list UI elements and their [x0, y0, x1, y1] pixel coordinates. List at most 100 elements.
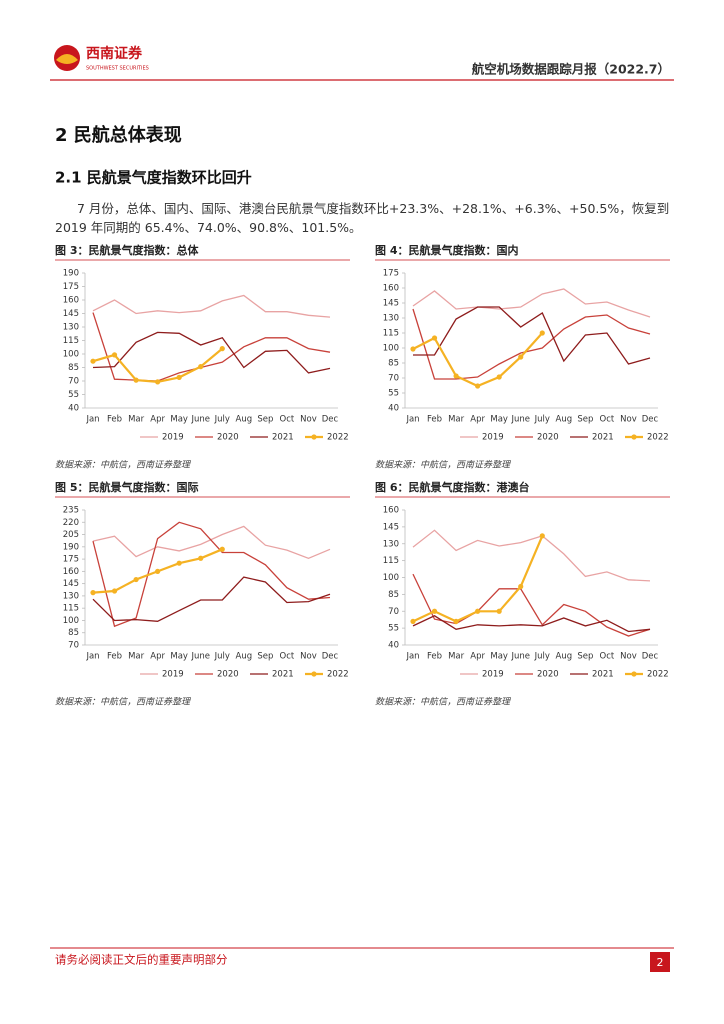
legend-label: 2022: [647, 670, 669, 680]
data-point: [431, 335, 438, 341]
series-line: [413, 306, 651, 365]
section-title: 2 民航总体表现: [55, 124, 182, 146]
y-tick-label: 40: [68, 404, 79, 414]
chart-title: 图 5：民航景气度指数：国际: [55, 480, 198, 494]
legend-label: 2020: [217, 433, 239, 443]
data-point: [518, 583, 524, 590]
x-tick-label: Sep: [577, 415, 593, 425]
report-title: 航空机场数据跟踪月报（2022.7）: [472, 62, 670, 77]
data-point: [198, 555, 204, 561]
chart-source: 数据来源：中航信，西南证券整理: [375, 697, 512, 708]
y-tick-label: 85: [68, 628, 79, 638]
data-point: [90, 590, 96, 596]
y-tick-label: 100: [63, 616, 79, 626]
legend-marker: [631, 671, 637, 677]
x-tick-label: Aug: [236, 652, 253, 662]
series-line: [92, 576, 331, 622]
legend-marker: [311, 434, 317, 440]
data-point: [539, 330, 545, 336]
data-point: [453, 618, 459, 624]
y-tick-label: 85: [388, 359, 399, 369]
data-point: [90, 358, 96, 364]
x-tick-label: June: [510, 415, 530, 425]
x-tick-label: Mar: [448, 415, 465, 425]
series-line: [412, 535, 544, 623]
data-point: [176, 560, 182, 566]
x-tick-label: Sep: [257, 415, 273, 425]
x-tick-label: Aug: [556, 415, 573, 425]
data-point: [539, 533, 545, 539]
legend-label: 2022: [327, 433, 349, 443]
x-tick-label: Mar: [128, 652, 145, 662]
x-tick-label: Apr: [150, 415, 165, 425]
y-tick-label: 160: [383, 506, 399, 516]
y-tick-label: 190: [63, 269, 79, 279]
x-tick-label: July: [214, 415, 230, 425]
y-tick-label: 160: [383, 284, 399, 294]
y-tick-label: 205: [63, 530, 79, 540]
x-tick-label: Oct: [280, 415, 295, 425]
y-tick-label: 85: [68, 363, 79, 373]
legend-label: 2022: [647, 433, 669, 443]
data-point: [133, 576, 139, 583]
x-tick-label: Apr: [470, 415, 485, 425]
y-tick-label: 160: [63, 567, 79, 577]
legend-label: 2021: [592, 670, 614, 680]
y-tick-label: 145: [63, 579, 79, 589]
data-point: [219, 546, 225, 552]
x-tick-label: Feb: [107, 652, 122, 662]
x-tick-label: July: [534, 652, 550, 662]
chart: 图 6：民航景气度指数：港澳台 40 55 70 85 100 115 130 145 160 Ja…: [375, 480, 670, 708]
data-point: [219, 346, 225, 352]
page-number: 2: [657, 956, 664, 969]
y-tick-label: 175: [63, 555, 79, 565]
y-tick-label: 55: [68, 390, 79, 400]
y-tick-label: 70: [388, 374, 399, 384]
x-tick-label: May: [170, 652, 188, 662]
series-line: [412, 615, 651, 633]
y-tick-label: 130: [383, 314, 399, 324]
y-tick-label: 100: [63, 350, 79, 360]
logo-subtext: SOUTHWEST SECURITIES: [86, 66, 149, 72]
y-tick-label: 145: [383, 522, 399, 532]
y-tick-label: 70: [68, 641, 79, 651]
x-tick-label: Dec: [642, 415, 659, 425]
legend-label: 2022: [327, 670, 349, 680]
x-tick-label: Jan: [405, 652, 419, 662]
y-tick-label: 70: [68, 377, 79, 387]
x-tick-label: Nov: [300, 415, 317, 425]
data-point: [133, 377, 139, 383]
legend-marker: [311, 671, 317, 677]
x-tick-label: Mar: [448, 652, 465, 662]
series-line: [412, 308, 651, 380]
x-tick-label: Sep: [257, 652, 273, 662]
series-line: [92, 521, 331, 628]
x-tick-label: Nov: [620, 415, 637, 425]
y-tick-label: 175: [383, 269, 399, 279]
x-tick-label: June: [190, 652, 210, 662]
x-tick-label: July: [534, 415, 550, 425]
legend-label: 2019: [162, 670, 184, 680]
series-line: [412, 529, 651, 582]
x-tick-label: Oct: [280, 652, 295, 662]
y-tick-label: 100: [383, 573, 399, 583]
legend-label: 2021: [272, 670, 294, 680]
x-tick-label: Nov: [620, 652, 637, 662]
x-tick-label: Mar: [128, 415, 145, 425]
legend-label: 2021: [592, 433, 614, 443]
y-tick-label: 175: [63, 282, 79, 292]
series-line: [412, 288, 651, 318]
x-tick-label: Oct: [600, 652, 615, 662]
y-tick-label: 115: [383, 329, 399, 339]
y-tick-label: 130: [63, 591, 79, 601]
legend-label: 2020: [537, 433, 559, 443]
x-tick-label: Sep: [577, 652, 593, 662]
x-tick-label: Aug: [556, 652, 573, 662]
y-tick-label: 40: [388, 404, 399, 414]
data-point: [475, 608, 481, 614]
x-tick-label: May: [490, 415, 508, 425]
legend-label: 2020: [537, 670, 559, 680]
x-tick-label: Dec: [322, 652, 339, 662]
logo-swoosh: [56, 54, 78, 64]
